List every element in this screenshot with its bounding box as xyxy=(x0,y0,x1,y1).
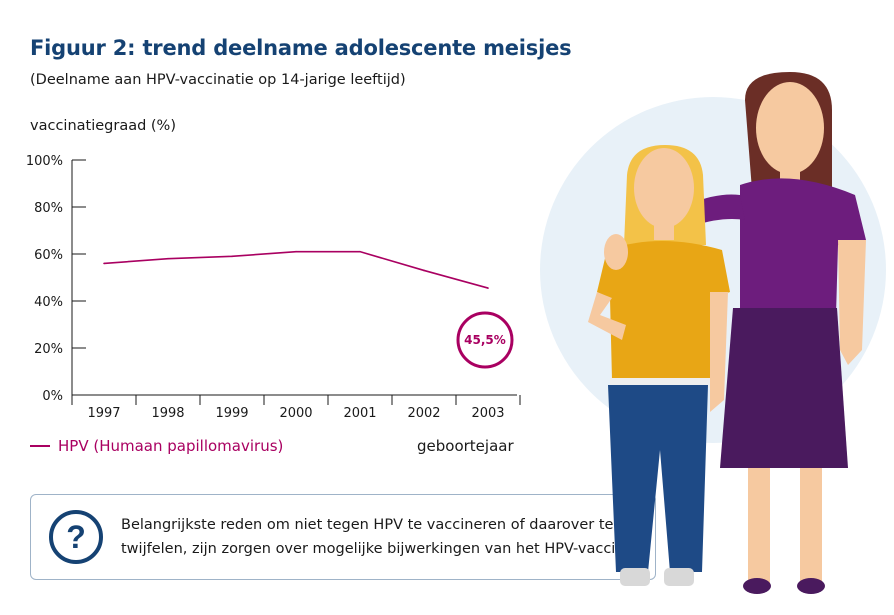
data-point xyxy=(103,262,105,265)
annotation-circle xyxy=(456,311,514,369)
line-chart: 0% 20% 40% 60% 80% 100% 1997 1998 1999 2000 2001 20… xyxy=(26,154,521,421)
y-tick-label: 60% xyxy=(34,248,63,263)
legend: HPV (Humaan papillomavirus) xyxy=(30,437,283,455)
data-point xyxy=(295,250,297,253)
svg-text:?: ? xyxy=(66,519,86,555)
data-point xyxy=(359,250,361,253)
annotation-label: 45,5% xyxy=(464,333,506,347)
legend-label: HPV (Humaan papillomavirus) xyxy=(58,437,284,455)
x-tick-label: 2000 xyxy=(279,406,312,421)
x-tick-label: 1997 xyxy=(87,406,120,421)
info-text: Belangrijkste reden om niet tegen HPV te… xyxy=(121,517,630,557)
x-tick-label: 1999 xyxy=(215,406,248,421)
woman-figure xyxy=(640,72,866,594)
page-subtitle: (Deelname aan HPV-vaccinatie op 14-jarig… xyxy=(30,72,406,88)
x-tick-label: 1998 xyxy=(151,406,184,421)
y-axis-label: vaccinatiegraad (%) xyxy=(30,118,176,134)
x-tick-label: 2001 xyxy=(343,406,376,421)
x-axis-label: geboortejaar xyxy=(417,437,514,455)
girl-figure xyxy=(588,145,730,586)
y-tick-label: 20% xyxy=(34,342,63,357)
legend-swatch xyxy=(30,445,50,447)
x-tick-label: 2003 xyxy=(471,406,504,421)
hpv-series-line xyxy=(103,250,489,289)
data-point xyxy=(231,255,233,258)
y-tick-label: 40% xyxy=(34,295,63,310)
x-tick-label: 2002 xyxy=(407,406,440,421)
info-box: ? Belangrijkste reden om niet tegen HPV … xyxy=(30,494,656,580)
data-point xyxy=(423,269,425,272)
data-point xyxy=(487,287,489,289)
data-point xyxy=(167,257,169,260)
question-icon: ? xyxy=(49,510,103,564)
y-tick-label: 100% xyxy=(26,154,63,169)
mother-daughter-illustration xyxy=(540,72,886,594)
y-tick-label: 0% xyxy=(42,389,63,404)
page-title: Figuur 2: trend deelname adolescente mei… xyxy=(30,36,572,60)
y-tick-label: 80% xyxy=(34,201,63,216)
